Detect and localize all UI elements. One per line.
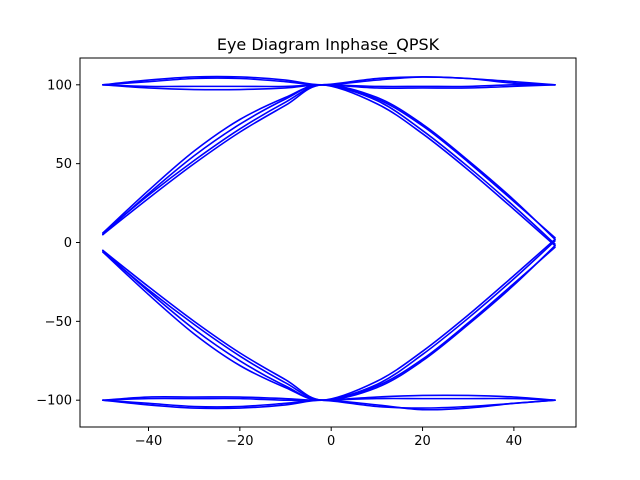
y-tick-label: −100 — [36, 394, 72, 409]
series-layer — [102, 75, 556, 411]
y-tick-label: 50 — [55, 157, 72, 172]
x-tick-label: 20 — [414, 434, 431, 449]
y-axis-ticks: −100 −50 0 50 100 — [36, 78, 80, 409]
y-tick-label: 100 — [47, 78, 72, 93]
chart-title: Eye Diagram Inphase_QPSK — [217, 35, 440, 55]
y-tick-label: −50 — [45, 315, 72, 330]
x-tick-label: 40 — [506, 434, 523, 449]
x-tick-label: 0 — [327, 434, 335, 449]
y-tick-label: 0 — [64, 236, 72, 251]
x-tick-label: −40 — [135, 434, 162, 449]
eye-trace-16 — [102, 244, 556, 401]
x-tick-label: −20 — [226, 434, 253, 449]
x-axis-ticks: −40 −20 0 20 40 — [135, 427, 522, 449]
eye-trace-12 — [102, 84, 556, 241]
